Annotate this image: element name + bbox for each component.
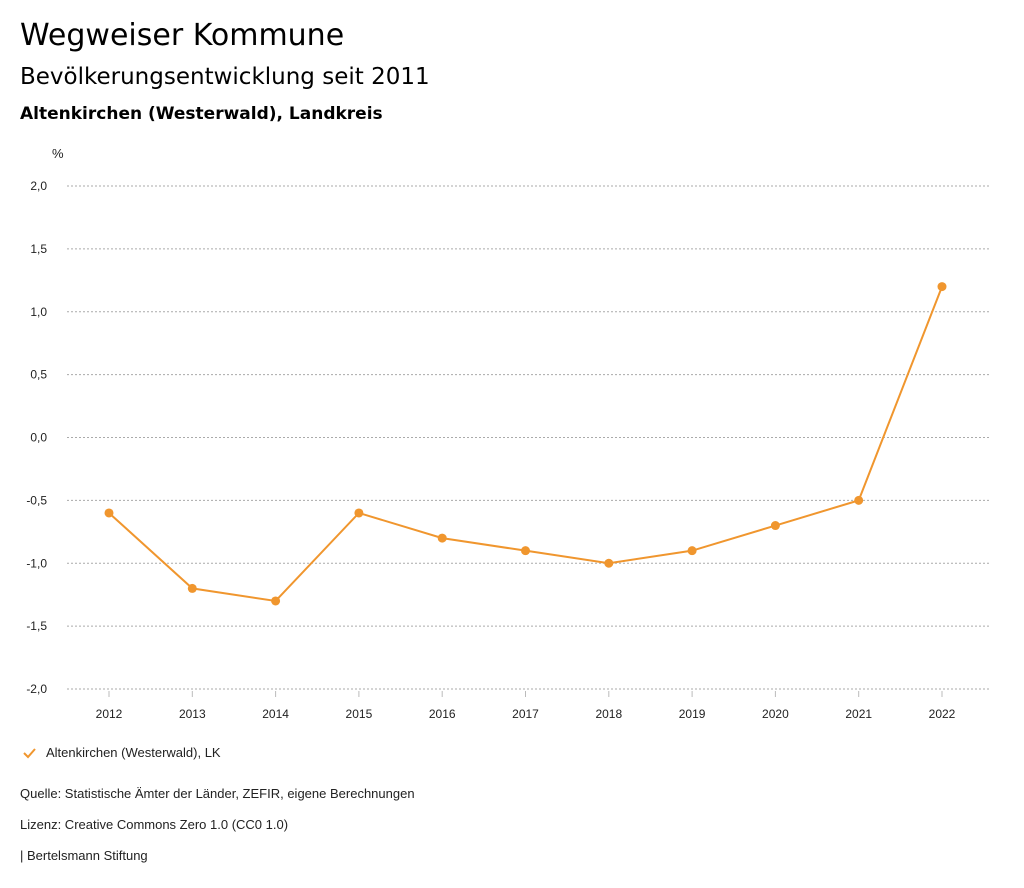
- x-tick-label: 2019: [679, 707, 706, 721]
- x-tick-label: 2020: [762, 707, 789, 721]
- check-icon: [23, 747, 36, 758]
- data-point: [770, 521, 780, 531]
- data-point: [854, 495, 864, 505]
- license-note: Lizenz: Creative Commons Zero 1.0 (CC0 1…: [20, 817, 289, 832]
- y-tick-label: 0,0: [30, 431, 47, 445]
- page-title: Wegweiser Kommune: [20, 18, 345, 53]
- y-tick-label: -1,5: [26, 619, 47, 633]
- organization-credit: | Bertelsmann Stiftung: [20, 848, 148, 863]
- x-tick-label: 2022: [929, 707, 956, 721]
- x-tick-label: 2021: [845, 707, 872, 721]
- y-tick-label: 0,5: [30, 368, 47, 382]
- x-tick-label: 2018: [595, 707, 622, 721]
- y-tick-label: -1,0: [26, 556, 47, 570]
- x-tick-label: 2015: [346, 707, 373, 721]
- x-tick-label: 2017: [512, 707, 539, 721]
- y-tick-label: -2,0: [26, 682, 47, 696]
- source-note: Quelle: Statistische Ämter der Länder, Z…: [20, 786, 415, 801]
- y-tick-label: 2,0: [30, 179, 47, 193]
- data-point: [187, 583, 197, 593]
- data-point: [271, 596, 281, 606]
- data-point: [104, 508, 114, 518]
- legend-item[interactable]: Altenkirchen (Westerwald), LK: [22, 745, 221, 760]
- region-name: Altenkirchen (Westerwald), Landkreis: [20, 104, 383, 124]
- chart-subtitle: Bevölkerungsentwicklung seit 2011: [20, 64, 430, 90]
- data-point: [521, 546, 530, 556]
- data-point: [687, 546, 697, 556]
- data-point: [354, 508, 364, 518]
- y-axis-unit: %: [52, 146, 64, 161]
- x-tick-label: 2013: [179, 707, 206, 721]
- line-chart: % 2,0 1,5 1,0 0,5 0,0 -0,5 -1,0 -1,5 -2,0 2012 201…: [26, 146, 990, 721]
- x-tick-label: 2014: [262, 707, 289, 721]
- y-tick-label: 1,0: [30, 305, 47, 319]
- x-tick-label: 2012: [96, 707, 123, 721]
- legend-label: Altenkirchen (Westerwald), LK: [46, 745, 221, 760]
- data-point: [937, 282, 947, 292]
- data-point: [604, 558, 614, 568]
- data-point: [437, 533, 447, 543]
- y-tick-label: 1,5: [30, 242, 47, 256]
- y-tick-label: -0,5: [26, 493, 47, 507]
- x-tick-label: 2016: [429, 707, 456, 721]
